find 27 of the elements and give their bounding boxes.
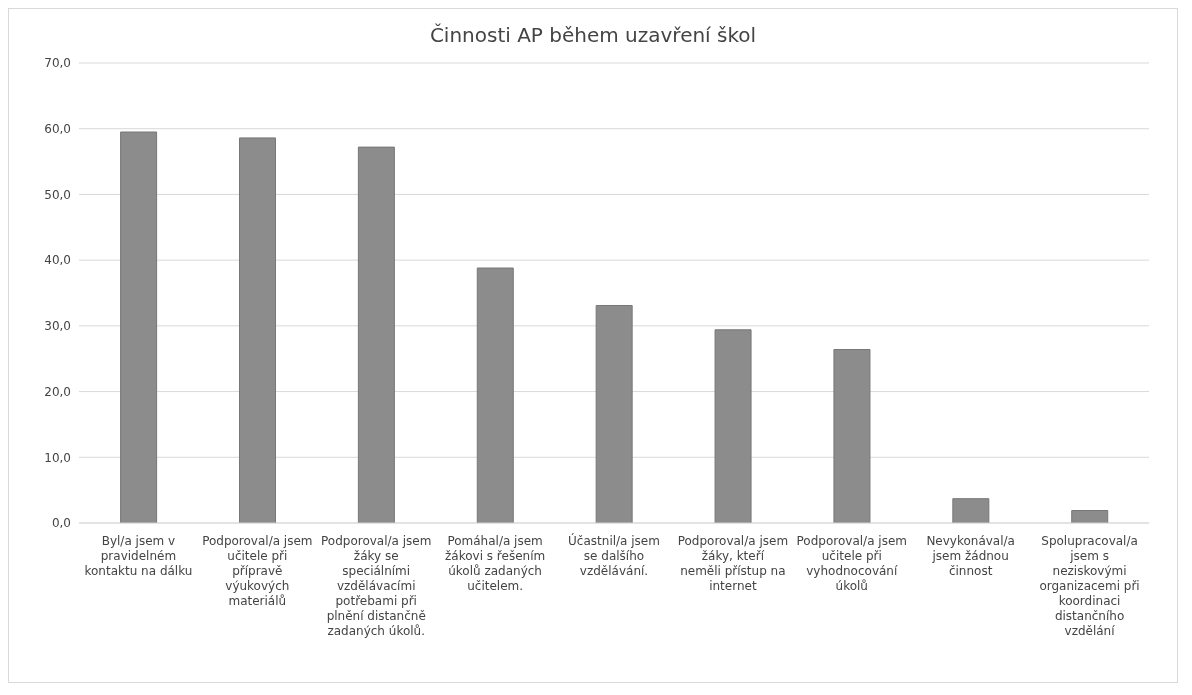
bar (120, 131, 158, 523)
y-tick-label: 40,0 (44, 253, 71, 268)
x-tick-label: Byl/a jsem v pravidelném kontaktu na dálku (84, 534, 193, 578)
bar (1071, 510, 1109, 523)
y-tick-label: 20,0 (44, 384, 71, 399)
bar (239, 137, 276, 523)
y-tick-label: 70,0 (44, 56, 71, 71)
x-tick-label: Účastnil/a jsem se dalšího vzdělávání. (568, 533, 660, 578)
x-tick-label: Nevykonával/a jsem žádnou činnost (926, 534, 1015, 578)
bar (476, 267, 514, 523)
chart-title: Činnosti AP během uzavření škol (428, 22, 758, 49)
y-tick-label: 30,0 (44, 319, 71, 334)
y-tick-label: 60,0 (44, 121, 71, 136)
bar (833, 349, 871, 523)
x-tick-label: Pomáhal/a jsem žákovi s řešením úkolů zadaných učitelem. (445, 534, 546, 593)
bar (595, 304, 633, 523)
x-tick-label: Podporoval/a jsem žáky se speciálními vzdělávacími potřebami při plnění distančně zadaných úkolů. (321, 534, 432, 638)
x-tick-label: Podporoval/a jsem učitele při vyhodnocování úkolů (796, 534, 907, 593)
bar (952, 498, 990, 523)
bar (714, 329, 752, 523)
y-tick-label: 10,0 (44, 450, 71, 465)
y-tick-label: 50,0 (44, 187, 71, 202)
x-tick-label: Podporoval/a jsem učitele při přípravě výukových materiálů (202, 534, 313, 608)
x-tick-label: Podporoval/a jsem žáky, kteří neměli přístup na internet (677, 534, 789, 593)
bar (357, 146, 395, 523)
y-tick-label: 0,0 (51, 516, 71, 531)
x-tick-label: Spolupracoval/a jsem s neziskovými organizacemi při koordinaci distančního vzdělání (1039, 534, 1140, 638)
